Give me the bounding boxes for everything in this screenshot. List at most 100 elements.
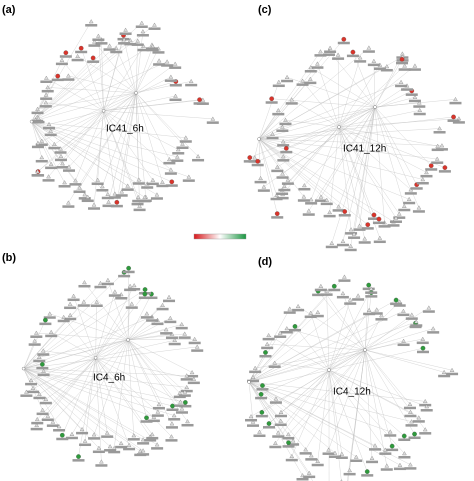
- edge: [102, 92, 137, 187]
- node: [123, 27, 128, 32]
- node-label: [122, 270, 135, 274]
- edge: [308, 106, 376, 211]
- node: [355, 293, 361, 298]
- node: [52, 142, 57, 146]
- edge: [353, 106, 376, 234]
- edge: [31, 121, 65, 183]
- hub: [101, 109, 106, 113]
- node-label: [110, 204, 123, 208]
- edge: [364, 349, 393, 447]
- node: [114, 200, 120, 205]
- node: [263, 350, 268, 355]
- node-label: [146, 48, 159, 52]
- edge: [347, 349, 366, 481]
- node: [175, 154, 180, 159]
- node: [155, 409, 161, 414]
- edge: [338, 126, 445, 168]
- node: [368, 286, 374, 291]
- node: [357, 55, 363, 60]
- edge: [338, 57, 361, 128]
- node: [125, 183, 130, 188]
- node: [156, 58, 162, 63]
- edge: [248, 381, 254, 422]
- node-label: [311, 314, 324, 318]
- node: [43, 397, 49, 401]
- node-label: [39, 401, 52, 405]
- edge: [364, 292, 372, 351]
- edge: [62, 110, 104, 164]
- edge: [338, 126, 438, 147]
- node: [135, 38, 140, 43]
- node: [280, 124, 285, 129]
- node: [67, 312, 73, 317]
- node-label: [253, 434, 266, 438]
- node: [173, 93, 178, 98]
- node-label: [297, 199, 310, 202]
- node-label: [322, 452, 335, 455]
- node-label: [387, 224, 400, 227]
- node-label: [92, 450, 105, 454]
- node-label: [115, 297, 128, 300]
- node-label: [259, 354, 272, 358]
- edge: [285, 120, 340, 128]
- node: [41, 368, 46, 373]
- node: [60, 161, 65, 166]
- edge: [268, 369, 330, 424]
- edge: [248, 381, 412, 422]
- node-label: [303, 475, 316, 479]
- node-label: [104, 449, 117, 452]
- edge: [374, 106, 385, 223]
- node-label: [325, 245, 338, 249]
- node-label: [332, 209, 345, 212]
- node-label: [404, 192, 417, 195]
- edge: [338, 126, 365, 239]
- node-label: [54, 151, 67, 154]
- node: [340, 238, 346, 243]
- node-label: [274, 423, 287, 427]
- node-label: [332, 57, 345, 60]
- node-label: [115, 445, 128, 449]
- node-label: [304, 315, 317, 319]
- edge: [127, 339, 183, 409]
- node: [308, 76, 313, 81]
- node-label: [305, 458, 318, 461]
- node: [152, 22, 157, 27]
- edge: [288, 349, 366, 443]
- hub: [363, 348, 367, 352]
- node: [278, 409, 284, 414]
- edge: [328, 310, 370, 371]
- node: [414, 319, 419, 324]
- node-label: [302, 213, 315, 216]
- node: [276, 79, 282, 84]
- node: [420, 177, 426, 182]
- node-label: [419, 432, 432, 435]
- node-label: [45, 334, 58, 338]
- node-label: [328, 288, 341, 292]
- node: [43, 317, 48, 323]
- node-label: [180, 378, 193, 381]
- node-label: [335, 456, 348, 459]
- edge: [23, 368, 111, 447]
- node: [66, 73, 71, 78]
- node-label: [64, 317, 77, 321]
- node-label: [193, 102, 206, 105]
- node-label: [403, 201, 416, 205]
- node-label: [312, 293, 325, 297]
- edge: [95, 285, 135, 358]
- edge: [31, 24, 155, 122]
- node: [416, 415, 422, 420]
- node-label: [56, 166, 69, 169]
- node: [336, 204, 341, 209]
- edge: [23, 272, 125, 369]
- node-label: [172, 152, 185, 155]
- node: [168, 315, 173, 320]
- node: [98, 280, 103, 285]
- edge: [31, 45, 110, 122]
- edge: [328, 369, 405, 454]
- node-label: [314, 199, 327, 202]
- node-label: [405, 317, 418, 320]
- node: [140, 448, 146, 453]
- node-label: [135, 25, 148, 28]
- node-label: [35, 143, 48, 146]
- node: [435, 143, 440, 148]
